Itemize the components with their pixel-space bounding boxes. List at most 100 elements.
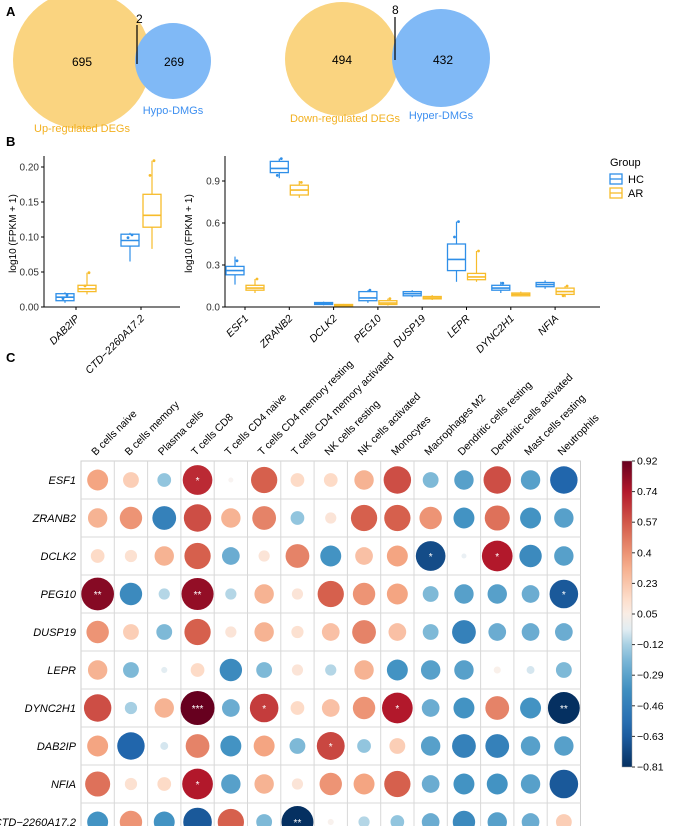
heatmap-cell (124, 777, 138, 791)
boxplot-right-x-label: DYNC2H1 (474, 313, 517, 356)
legend-title: Group (610, 157, 641, 169)
venn-left: 695 269 2 Up-regulated DEGs Hypo-DMGs (13, 0, 211, 135)
colorbar-tick-label: 0.05 (637, 609, 658, 621)
heatmap-cell (388, 623, 407, 641)
heatmap-cell (415, 541, 446, 571)
boxplot-left-y-tick-label: 0.20 (20, 163, 40, 174)
heatmap-cell (383, 466, 412, 494)
boxplot-left-point (126, 236, 130, 240)
boxplot-left-point (148, 174, 152, 177)
boxplot-right-y-tick-label: 0.6 (206, 219, 220, 230)
venn-left-overlap: 2 (136, 12, 143, 26)
heatmap-cell (519, 544, 542, 568)
heatmap-cell (124, 549, 138, 563)
boxplot-right-x-label: ESF1 (224, 313, 251, 340)
boxplot-right-point (255, 277, 259, 281)
heatmap-cell (327, 818, 334, 826)
venn-right-label-degs: Down-regulated DEGs (290, 113, 401, 125)
heatmap-cell (285, 544, 310, 568)
heatmap-cell (185, 734, 210, 758)
heatmap-cell (152, 506, 177, 530)
heatmap-significance: * (262, 704, 266, 715)
heatmap-cell (485, 734, 510, 758)
boxplot-right-x-label: PEG10 (352, 313, 385, 346)
heatmap-cell (454, 470, 474, 490)
heatmap-cell (221, 547, 240, 565)
heatmap-row-label: DCLK2 (41, 551, 76, 563)
heatmap-column-label: Mast cells resting (522, 392, 588, 458)
heatmap-cell (153, 811, 175, 826)
heatmap-cell (161, 666, 168, 674)
heatmap-cell (319, 772, 342, 796)
heatmap-cell (154, 698, 174, 718)
heatmap-cell (483, 466, 511, 494)
heatmap-cell (389, 738, 406, 754)
colorbar-tick-label: 0.23 (637, 578, 658, 590)
heatmap-cell (520, 697, 542, 719)
boxplot-left-point (152, 159, 156, 163)
heatmap-significance: ** (94, 590, 102, 601)
heatmap-cell (321, 623, 340, 641)
legend-label-ar: AR (628, 188, 643, 200)
heatmap-cell (520, 774, 541, 794)
heatmap-cell (320, 545, 342, 567)
colorbar-tick-label: −0.46 (637, 700, 664, 712)
heatmap-cell (487, 812, 507, 826)
heatmap-cell (254, 584, 274, 604)
heatmap-cell (117, 732, 145, 760)
heatmap-column-label: T cells CD4 naive (222, 391, 289, 458)
heatmap-significance: ** (560, 704, 568, 715)
heatmap-cell (221, 508, 241, 528)
boxplot-right-point (299, 181, 303, 184)
heatmap-cell (354, 470, 374, 490)
panel-label-c: C (6, 350, 16, 365)
heatmap-cell (382, 692, 413, 724)
heatmap-cell (291, 664, 304, 676)
boxplot-right-x-label: ZRANB2 (257, 313, 296, 352)
heatmap-cell (421, 775, 440, 793)
heatmap-cell (358, 816, 370, 826)
heatmap-cell (291, 625, 304, 639)
venn-left-circle-dmgs (135, 23, 211, 99)
heatmap-cell (390, 815, 405, 826)
heatmap-cell (181, 577, 214, 611)
heatmap-cell (420, 660, 441, 680)
heatmap-cell (123, 472, 139, 488)
heatmap-cell (217, 808, 244, 826)
heatmap-cell (83, 694, 112, 722)
boxplot-left-x-label: DAB2IP (47, 313, 82, 348)
heatmap-cell (258, 550, 270, 562)
heatmap-cell (453, 507, 475, 529)
heatmap-cell (554, 623, 573, 641)
heatmap-cell (454, 584, 474, 604)
heatmap-cell (350, 504, 378, 532)
boxplot-right-point (368, 288, 372, 292)
heatmap-cell (384, 504, 411, 532)
heatmap-cell (520, 470, 541, 490)
heatmap-cell (355, 547, 373, 565)
heatmap-cell (554, 508, 574, 528)
heatmap-cell (289, 738, 306, 754)
heatmap-cell (461, 553, 467, 559)
legend-label-hc: HC (628, 174, 644, 186)
venn-right-only-dmgs: 432 (433, 53, 453, 67)
boxplot-left-point (83, 284, 87, 288)
heatmap-cell (521, 813, 540, 826)
heatmap-cell (386, 545, 408, 567)
heatmap-cell (249, 693, 279, 723)
boxplot-right-y-label: log10 (FPKM + 1) (184, 194, 195, 273)
heatmap-cell (325, 512, 337, 524)
heatmap-cell (158, 588, 170, 600)
heatmap-cell (549, 769, 579, 799)
boxplot-right-point (235, 259, 239, 263)
heatmap-significance: *** (192, 704, 204, 715)
boxplot-right-y-tick-label: 0.3 (206, 261, 220, 272)
boxplot-right-point (477, 249, 480, 253)
heatmap-cell (221, 774, 241, 794)
heatmap-cell (81, 577, 114, 611)
heatmap-row-label: NFIA (51, 779, 76, 791)
heatmap-cell (386, 659, 408, 681)
heatmap-cell (219, 658, 243, 682)
heatmap-cell (555, 814, 572, 826)
heatmap-cell (454, 660, 474, 680)
